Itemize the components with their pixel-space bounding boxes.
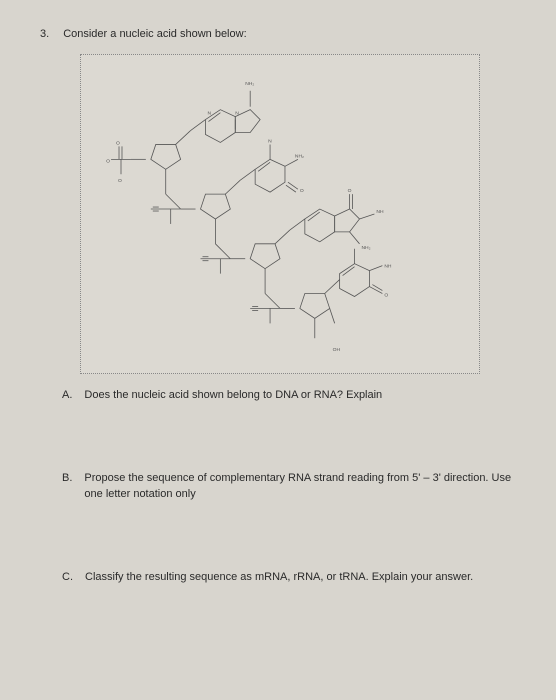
- label-nh-r2: NH: [384, 264, 392, 270]
- part-c: C. Classify the resulting sequence as mR…: [62, 570, 516, 585]
- label-nh2-r: NH₂: [361, 245, 370, 251]
- part-a: A. Does the nucleic acid shown belong to…: [62, 388, 516, 403]
- label-o1: O: [300, 188, 304, 194]
- molecular-structure-figure: NH₂ NH₂ NH NH₂ NH N N N O O O OH O O O: [80, 54, 480, 374]
- label-n3: N: [268, 138, 272, 144]
- part-a-letter: A.: [62, 388, 72, 403]
- part-b-letter: B.: [62, 471, 72, 502]
- label-o5: O: [106, 158, 110, 164]
- label-o2: O: [348, 188, 352, 194]
- label-nh-r1: NH: [376, 209, 384, 215]
- question-prompt: Consider a nucleic acid shown below:: [63, 28, 246, 40]
- label-nh2-top: NH₂: [245, 81, 254, 87]
- part-c-text: Classify the resulting sequence as mRNA,…: [85, 570, 516, 585]
- part-b-text: Propose the sequence of complementary RN…: [84, 471, 516, 502]
- label-n1: N: [207, 111, 211, 117]
- part-a-text: Does the nucleic acid shown belong to DN…: [84, 388, 516, 403]
- question-number: 3.: [40, 28, 49, 40]
- label-o3: O: [384, 292, 388, 298]
- label-n2: N: [235, 111, 239, 117]
- part-c-letter: C.: [62, 570, 73, 585]
- question-header: 3. Consider a nucleic acid shown below:: [40, 28, 516, 40]
- label-oh: OH: [333, 347, 341, 353]
- molecule-svg: NH₂ NH₂ NH NH₂ NH N N N O O O OH O O O: [81, 55, 479, 373]
- label-o4: O: [116, 140, 120, 146]
- label-nh2-mid: NH₂: [295, 153, 304, 159]
- label-o6: O: [118, 178, 122, 184]
- part-b: B. Propose the sequence of complementary…: [62, 471, 516, 502]
